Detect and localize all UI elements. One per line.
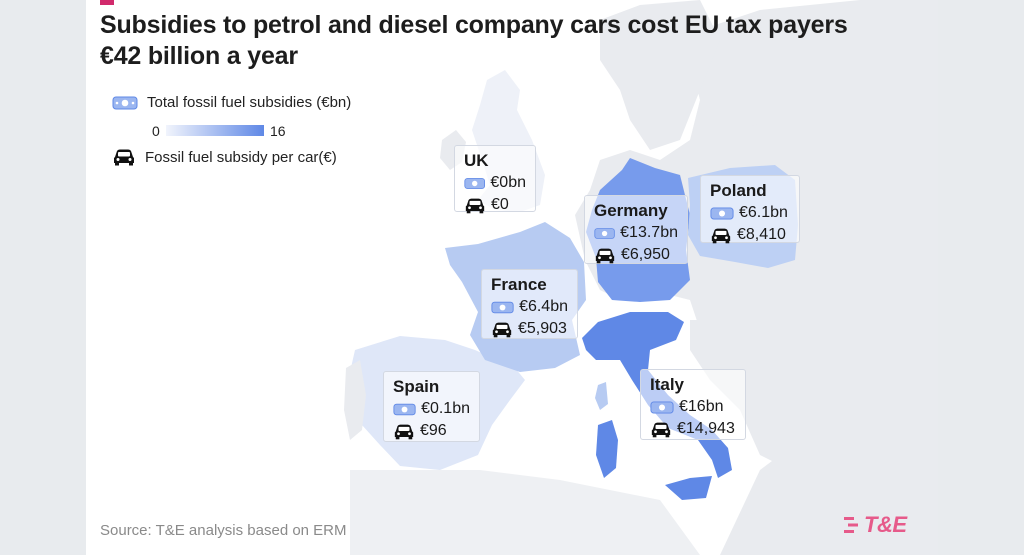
country-total: €0.1bn <box>421 400 470 417</box>
legend-total-row: Total fossil fuel subsidies (€bn) <box>112 94 351 111</box>
baltic-land <box>720 120 830 175</box>
country-total-row: €0.1bn <box>393 398 470 420</box>
country-name: Poland <box>710 181 767 200</box>
chart-title: Subsidies to petrol and diesel company c… <box>100 11 848 70</box>
country-label-france: France €6.4bn €5,903 <box>481 269 578 339</box>
banknote-icon <box>710 207 734 219</box>
country-per-car: €96 <box>420 422 447 439</box>
car-icon <box>465 198 485 213</box>
country-per-car-row: €0 <box>464 194 526 216</box>
banknote-icon <box>393 403 416 415</box>
country-label-uk: UK €0bn €0 <box>454 145 536 213</box>
country-per-car: €6,950 <box>621 246 670 263</box>
car-icon <box>114 149 134 166</box>
banknote-icon <box>594 227 615 239</box>
te-logo: T&E <box>842 512 907 538</box>
country-name: France <box>491 275 547 294</box>
country-label-italy: Italy €16bn €14,943 <box>640 369 746 440</box>
accent-bar <box>100 0 114 5</box>
scandinavia-land <box>600 0 720 150</box>
country-total-row: €13.7bn <box>594 222 678 244</box>
country-total: €6.4bn <box>519 298 568 315</box>
source-note: Source: T&E analysis based on ERM <box>100 522 347 539</box>
legend-per-car-label: Fossil fuel subsidy per car(€) <box>145 148 337 166</box>
banknote-icon <box>464 177 485 189</box>
sicily-shape <box>665 476 712 500</box>
country-total-row: €6.4bn <box>491 296 568 318</box>
country-per-car: €0 <box>491 196 509 213</box>
legend-scale-min: 0 <box>152 123 160 139</box>
country-label-germany: Germany €13.7bn €6,950 <box>584 195 688 264</box>
country-per-car: €8,410 <box>737 226 786 243</box>
country-total: €0bn <box>490 174 526 191</box>
country-total-row: €6.1bn <box>710 202 790 224</box>
country-per-car-row: €6,950 <box>594 244 678 266</box>
stripes-icon <box>844 517 858 533</box>
europe-background-land <box>575 0 938 555</box>
country-name: UK <box>464 151 489 170</box>
country-name: Italy <box>650 375 685 394</box>
country-per-car-row: €8,410 <box>710 224 790 246</box>
country-label-poland: Poland €6.1bn €8,410 <box>700 175 800 243</box>
balkans-land <box>690 320 820 470</box>
north-africa-land <box>350 470 700 555</box>
country-total: €6.1bn <box>739 204 788 221</box>
banknote-icon <box>650 401 674 413</box>
sardinia-shape <box>596 420 618 478</box>
country-total: €16bn <box>679 398 724 415</box>
legend-scale-max: 16 <box>270 123 286 139</box>
car-icon <box>394 424 414 439</box>
country-name: Spain <box>393 377 440 396</box>
banknote-icon <box>112 96 138 109</box>
country-label-spain: Spain €0.1bn €96 <box>383 371 480 442</box>
country-total-row: €0bn <box>464 172 526 194</box>
legend-per-car-row: Fossil fuel subsidy per car(€) <box>112 148 337 166</box>
logo-text: T&E <box>864 512 907 537</box>
car-icon <box>492 322 512 337</box>
legend-total-label: Total fossil fuel subsidies (€bn) <box>147 94 352 111</box>
country-name: Germany <box>594 201 668 220</box>
country-per-car-row: €96 <box>393 420 470 442</box>
country-per-car-row: €14,943 <box>650 418 736 440</box>
country-total-row: €16bn <box>650 396 736 418</box>
car-icon <box>595 248 615 263</box>
legend-color-scale <box>166 125 264 136</box>
car-icon <box>711 228 731 243</box>
corsica-shape <box>595 382 608 410</box>
portugal-shape <box>344 360 366 440</box>
banknote-icon <box>491 301 514 313</box>
country-total: €13.7bn <box>620 224 678 241</box>
country-per-car: €14,943 <box>677 420 735 437</box>
country-per-car-row: €5,903 <box>491 318 568 340</box>
car-icon <box>651 422 671 437</box>
country-per-car: €5,903 <box>518 320 567 337</box>
